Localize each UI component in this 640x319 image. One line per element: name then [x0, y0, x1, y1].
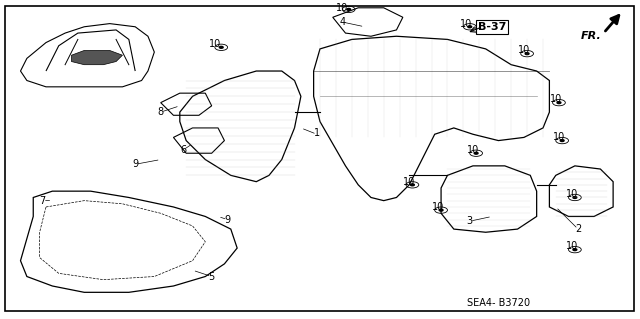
Text: 10: 10: [550, 94, 562, 105]
Circle shape: [439, 209, 443, 211]
Text: 10: 10: [432, 202, 444, 212]
Text: 10: 10: [336, 3, 348, 13]
Text: 10: 10: [553, 132, 565, 142]
Text: 7: 7: [40, 196, 46, 206]
Text: 10: 10: [566, 189, 578, 199]
Text: 10: 10: [460, 19, 473, 29]
Text: 10: 10: [518, 46, 530, 56]
Circle shape: [573, 197, 577, 198]
Circle shape: [560, 140, 564, 142]
Text: 3: 3: [467, 216, 473, 226]
Circle shape: [220, 46, 223, 48]
Text: 4: 4: [339, 17, 346, 27]
Text: 10: 10: [566, 241, 578, 251]
Circle shape: [557, 102, 561, 104]
Text: 9: 9: [225, 215, 230, 225]
Circle shape: [525, 53, 529, 55]
Polygon shape: [72, 50, 122, 65]
Text: FR.: FR.: [580, 31, 601, 41]
Text: 2: 2: [575, 224, 581, 234]
Text: 1: 1: [314, 128, 320, 138]
Circle shape: [410, 184, 414, 186]
Text: 10: 10: [209, 39, 221, 49]
Text: 9: 9: [132, 159, 138, 169]
Circle shape: [474, 152, 478, 154]
Circle shape: [347, 8, 351, 10]
Circle shape: [468, 26, 472, 28]
Text: SEA4- B3720: SEA4- B3720: [467, 298, 530, 308]
Text: 6: 6: [180, 145, 186, 155]
Text: 10: 10: [467, 145, 479, 155]
Text: 8: 8: [157, 107, 164, 117]
Circle shape: [573, 249, 577, 251]
Text: B-37: B-37: [478, 22, 506, 32]
Text: 5: 5: [209, 271, 215, 281]
Text: 10: 10: [403, 177, 415, 187]
